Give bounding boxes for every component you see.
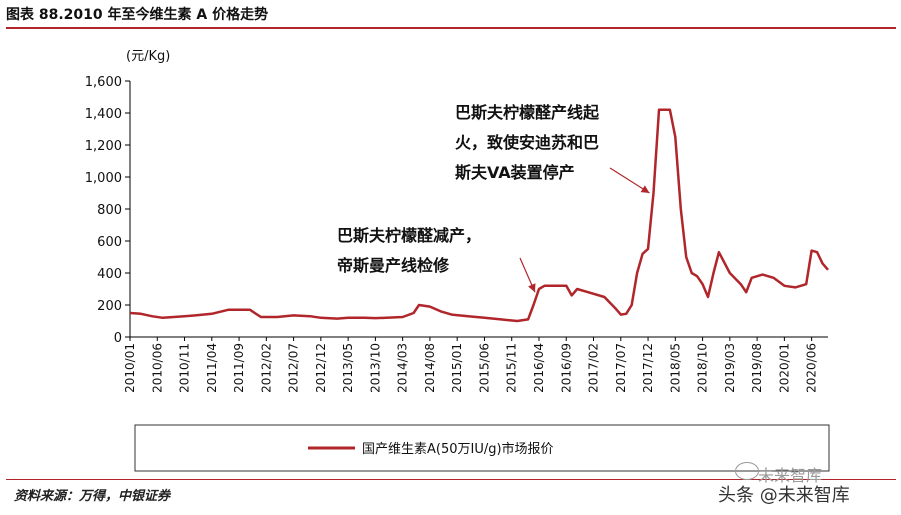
annotation-text: 斯夫VA装置停产 bbox=[455, 163, 575, 182]
x-tick-label: 2017/12 bbox=[641, 343, 655, 393]
x-tick-label: 2018/05 bbox=[668, 343, 682, 393]
x-tick-label: 2020/01 bbox=[777, 343, 791, 393]
x-tick-label: 2015/11 bbox=[505, 343, 519, 393]
watermark-top: 未来智库 bbox=[758, 466, 823, 485]
y-tick-label: 1,600 bbox=[85, 75, 122, 90]
x-tick-label: 2017/02 bbox=[587, 343, 601, 393]
source-note: 资料来源：万得，中银证券 bbox=[14, 489, 171, 504]
y-tick-label: 0 bbox=[114, 331, 122, 346]
title-divider bbox=[6, 27, 896, 29]
annotation-text: 火，致使安迪苏和巴 bbox=[455, 133, 599, 152]
x-tick-label: 2011/04 bbox=[205, 343, 219, 393]
x-tick-label: 2019/03 bbox=[723, 343, 737, 393]
x-tick-label: 2010/11 bbox=[178, 343, 192, 393]
x-tick-label: 2013/10 bbox=[368, 343, 382, 393]
x-tick-label: 2020/06 bbox=[805, 343, 819, 393]
x-tick-label: 2012/02 bbox=[259, 343, 273, 393]
y-unit-label: (元/Kg) bbox=[126, 49, 170, 64]
annotation-text: 巴斯夫柠檬醛减产， bbox=[337, 226, 481, 245]
y-tick-label: 1,200 bbox=[85, 139, 122, 154]
x-tick-label: 2014/03 bbox=[396, 343, 410, 393]
y-tick-label: 1,000 bbox=[85, 171, 122, 186]
watermark-bottom: 头条 @未来智库 bbox=[718, 485, 850, 506]
x-tick-label: 2015/01 bbox=[450, 343, 464, 393]
annotation-text: 巴斯夫柠檬醛产线起 bbox=[455, 103, 600, 122]
x-tick-label: 2014/08 bbox=[423, 343, 437, 393]
annotation-arrowhead bbox=[528, 283, 536, 293]
legend-box bbox=[134, 424, 830, 472]
x-tick-label: 2015/06 bbox=[477, 343, 491, 393]
wechat-icon bbox=[735, 462, 759, 480]
y-tick-label: 800 bbox=[97, 203, 122, 218]
footer-divider bbox=[6, 479, 896, 480]
x-tick-label: 2010/01 bbox=[123, 343, 137, 393]
annotation-text: 帝斯曼产线检修 bbox=[337, 256, 450, 275]
y-tick-label: 200 bbox=[97, 299, 122, 314]
x-tick-label: 2018/10 bbox=[696, 343, 710, 393]
chart-title: 图表 88.2010 年至今维生素 A 价格走势 bbox=[6, 7, 269, 23]
x-tick-label: 2012/07 bbox=[287, 343, 301, 393]
y-tick-label: 400 bbox=[97, 267, 122, 282]
x-tick-label: 2010/06 bbox=[150, 343, 164, 393]
y-tick-label: 1,400 bbox=[85, 107, 122, 122]
x-tick-label: 2013/05 bbox=[341, 343, 355, 393]
x-tick-label: 2016/04 bbox=[532, 343, 546, 393]
x-tick-label: 2019/08 bbox=[750, 343, 764, 393]
x-tick-label: 2017/07 bbox=[614, 343, 628, 393]
x-tick-label: 2012/12 bbox=[314, 343, 328, 393]
y-tick-label: 600 bbox=[97, 235, 122, 250]
x-tick-label: 2016/09 bbox=[559, 343, 573, 393]
x-tick-label: 2011/09 bbox=[232, 343, 246, 393]
annotation-arrowhead bbox=[640, 185, 650, 193]
legend-label: 国产维生素A(50万IU/g)市场报价 bbox=[362, 441, 554, 457]
series-line bbox=[129, 108, 829, 323]
